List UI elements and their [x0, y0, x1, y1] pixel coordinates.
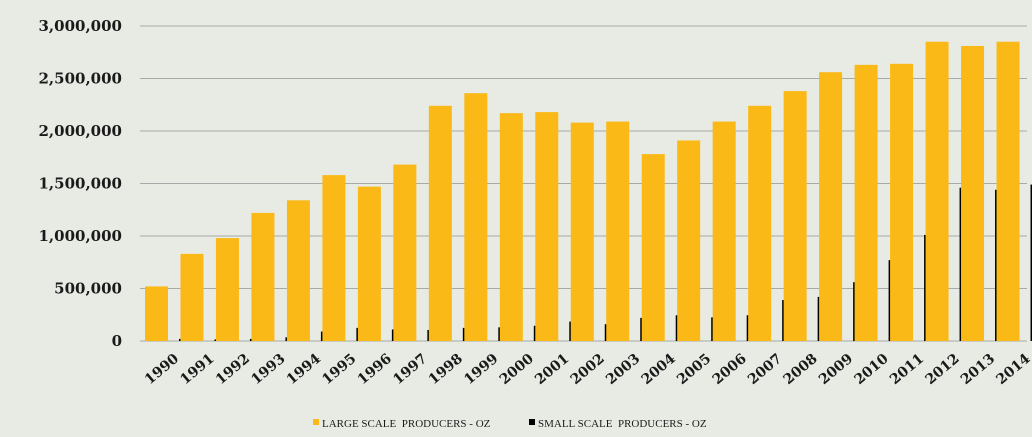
bar-large-scale-2007 — [748, 105, 772, 341]
x-tick-label: 1991 — [177, 351, 217, 388]
legend: LARGE SCALE PRODUCERS - OZ SMALL SCALE PR… — [313, 418, 707, 430]
bar-large-scale-2004 — [641, 154, 665, 341]
y-tick-label: 3,000,000 — [38, 17, 122, 35]
bar-large-scale-2002 — [570, 122, 594, 341]
bar-large-scale-2003 — [606, 121, 630, 341]
x-tick-label: 2013 — [958, 351, 998, 388]
y-axis-ticks: 0 500,000 1,000,000 1,500,000 2,000,000 2,500… — [38, 17, 122, 350]
x-tick-label: 2011 — [887, 351, 927, 388]
x-tick-label: 1992 — [213, 351, 253, 388]
y-tick-label: 2,000,000 — [38, 122, 122, 140]
x-tick-label: 2004 — [639, 351, 679, 388]
bar-large-scale-2014 — [996, 41, 1020, 341]
legend-label-large-scale: LARGE SCALE PRODUCERS - OZ — [322, 418, 491, 430]
x-tick-label: 2001 — [532, 351, 572, 388]
x-tick-label: 1999 — [461, 351, 501, 388]
bar-large-scale-2011 — [890, 63, 914, 342]
x-tick-label: 1993 — [248, 351, 288, 388]
x-tick-label: 2007 — [745, 351, 785, 388]
bar-large-scale-2006 — [712, 121, 736, 341]
y-tick-label: 1,000,000 — [38, 227, 122, 245]
bar-large-scale-1991 — [180, 253, 204, 341]
x-tick-label: 2014 — [993, 351, 1032, 388]
bar-large-scale-2009 — [819, 72, 843, 341]
bar-large-scale-2013 — [961, 45, 985, 341]
x-tick-label: 2006 — [710, 351, 750, 388]
x-tick-label: 1996 — [355, 351, 395, 388]
bar-large-scale-2001 — [535, 112, 559, 341]
bar-large-scale-1999 — [464, 93, 488, 341]
x-tick-label: 2003 — [603, 351, 643, 388]
bars — [145, 41, 1032, 342]
bar-large-scale-2005 — [677, 140, 701, 341]
x-tick-label: 2000 — [497, 351, 537, 388]
legend-label-small-scale: SMALL SCALE PRODUCERS - OZ — [538, 418, 707, 430]
legend-swatch-large-scale — [313, 419, 319, 425]
y-tick-label: 500,000 — [54, 280, 122, 298]
x-tick-label: 1998 — [426, 351, 466, 388]
x-tick-label: 2002 — [568, 351, 608, 388]
x-tick-label: 2009 — [816, 351, 856, 388]
bar-large-scale-1993 — [251, 212, 275, 341]
x-tick-label: 1994 — [284, 351, 324, 388]
bar-large-scale-1990 — [145, 286, 168, 341]
bar-large-scale-2008 — [783, 91, 807, 341]
legend-swatch-small-scale — [529, 419, 535, 425]
x-tick-label: 2010 — [852, 351, 892, 388]
bar-large-scale-1997 — [393, 164, 417, 341]
bar-small-scale-2014 — [1030, 184, 1032, 341]
y-tick-label: 2,500,000 — [38, 70, 122, 88]
bar-large-scale-1998 — [428, 105, 452, 341]
x-tick-label: 1995 — [319, 351, 359, 388]
bar-large-scale-2010 — [854, 64, 878, 341]
y-tick-label: 1,500,000 — [38, 175, 122, 193]
y-tick-label: 0 — [112, 332, 122, 350]
bar-large-scale-1994 — [286, 200, 310, 341]
x-tick-label: 2008 — [781, 351, 821, 388]
x-axis-ticks: 1990199119921993199419951996199719981999… — [142, 351, 1032, 388]
bar-large-scale-1995 — [322, 175, 346, 341]
bar-large-scale-2000 — [499, 113, 523, 342]
bar-large-scale-2012 — [925, 41, 949, 341]
x-tick-label: 1990 — [142, 351, 182, 388]
x-tick-label: 1997 — [390, 351, 430, 388]
bar-large-scale-1992 — [215, 238, 239, 341]
x-tick-label: 2012 — [922, 351, 962, 388]
bar-large-scale-1996 — [357, 186, 381, 341]
x-tick-label: 2005 — [674, 351, 714, 388]
